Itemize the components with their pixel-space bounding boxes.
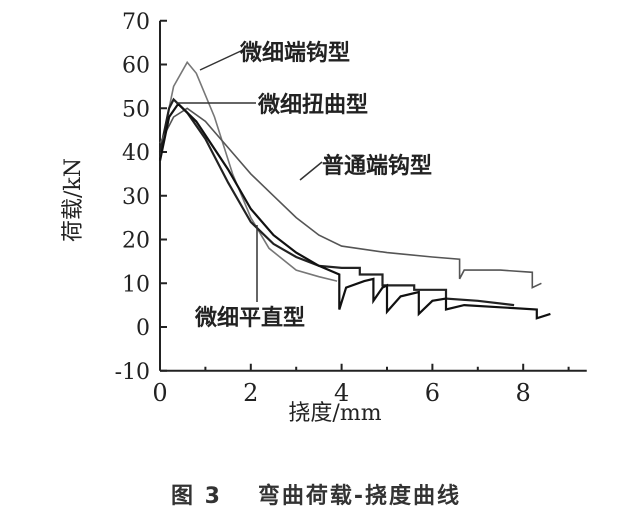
y-tick-label: 70: [122, 10, 150, 35]
series-label-1: 微细端钩型: [239, 40, 350, 66]
series-label-2: 微细扭曲型: [257, 92, 368, 118]
figure-title: 弯曲荷载-挠度曲线: [257, 484, 462, 509]
series-lines: [158, 60, 551, 320]
series-label-3: 普通端钩型: [322, 153, 432, 179]
figure-caption: 图 3 弯曲荷载-挠度曲线: [0, 478, 632, 510]
series-line-1: [159, 60, 338, 282]
y-tick-label: 60: [122, 54, 150, 79]
y-tick-label: 40: [122, 141, 150, 166]
y-axis-label: 荷载/kN: [61, 158, 86, 242]
y-tick-label: 0: [136, 316, 150, 341]
series-label-4: 微细平直型: [194, 305, 305, 331]
x-tick-label: 6: [425, 379, 440, 407]
x-axis-label: 挠度/mm: [288, 401, 381, 426]
figure-number: 图 3: [170, 484, 222, 509]
x-tick-label: 8: [516, 379, 531, 407]
label-leader-line: [199, 49, 244, 71]
y-tick-label: 20: [122, 229, 150, 254]
series-line-3: [159, 107, 542, 289]
x-tick-label: 0: [152, 379, 167, 407]
label-leader-line: [299, 161, 323, 181]
y-tick-label: 10: [122, 272, 150, 297]
x-tick-label: 2: [243, 379, 258, 407]
series-line-2: [158, 97, 515, 307]
y-tick-label: -10: [115, 360, 150, 385]
y-tick-label: 30: [122, 185, 150, 210]
series-line-4: [158, 102, 551, 320]
x-tick-label: 4: [334, 379, 349, 407]
y-tick-label: 50: [122, 97, 150, 122]
